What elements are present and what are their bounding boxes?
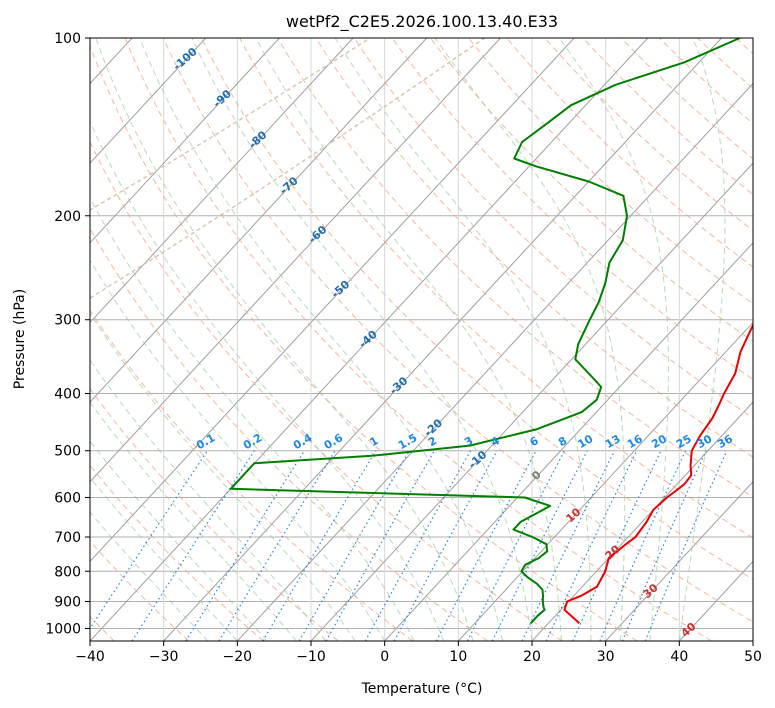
y-tick-label: 700 (54, 530, 81, 546)
saturation-curve (90, 38, 485, 299)
moist-adiabat (90, 312, 356, 641)
dry-adiabat (200, 38, 753, 581)
y-tick-label: 600 (54, 490, 81, 506)
dry-adiabat (90, 44, 638, 641)
moist-adiabat (434, 38, 626, 641)
x-axis-label: Temperature (°C) (361, 681, 483, 697)
skewed-isotherm (90, 38, 280, 244)
moist-adiabat (90, 359, 327, 641)
skewed-isotherm (90, 38, 575, 563)
plot-frame (89, 37, 754, 642)
y-tick-label: 400 (54, 387, 81, 403)
y-tick-label: 500 (54, 444, 81, 460)
axes: −40 −30 −20 −10 0 10 20 30 40 50 100 200 300 400 500 60… (45, 31, 762, 665)
y-tick-label: 200 (54, 209, 81, 225)
moist-adiabat (90, 196, 415, 641)
dry-adiabat (353, 38, 753, 419)
mixing-ratio-line (521, 450, 616, 641)
y-tick-label: 900 (54, 594, 81, 610)
dry-adiabat (468, 38, 753, 305)
skewed-isotherm (90, 38, 354, 324)
x-tick-label: −30 (149, 649, 179, 665)
moist-adiabat (90, 401, 297, 641)
moist-adiabat (255, 38, 562, 641)
sounding-profiles (229, 38, 753, 625)
y-axis-label: Pressure (hPa) (12, 289, 28, 389)
y-tick-label: 800 (54, 564, 81, 580)
y-tick-label: 300 (54, 313, 81, 329)
x-tick-label: −20 (223, 649, 253, 665)
x-tick-label: 10 (449, 649, 467, 665)
skewed-isotherm (236, 82, 753, 641)
skewed-isotherm (531, 401, 753, 641)
temperature-profile (563, 322, 753, 625)
dry-adiabat (162, 38, 753, 623)
background-lines (90, 38, 753, 641)
x-tick-label: −40 (75, 649, 105, 665)
y-tick-label: 1000 (45, 621, 81, 637)
dry-adiabat (239, 38, 753, 539)
mixing-ratio-line (262, 450, 377, 641)
skewed-isotherm (90, 38, 501, 483)
x-tick-label: −10 (296, 649, 326, 665)
dry-adiabat (90, 540, 190, 641)
dry-adiabat (124, 38, 712, 641)
x-tick-label: 40 (670, 649, 688, 665)
moist-adiabat (90, 120, 445, 641)
chart-title: wetPf2_C2E5.2026.100.13.40.E33 (286, 12, 558, 32)
mixing-ratio-line (131, 450, 255, 641)
mixing-ratio-line (185, 450, 305, 641)
skewed-isotherm (90, 38, 649, 641)
dry-adiabat (90, 387, 339, 641)
moist-adiabat (558, 38, 669, 641)
mixing-ratio-line (90, 450, 208, 630)
mixing-ratio-line (218, 450, 336, 641)
skewed-isotherm (90, 38, 428, 403)
x-tick-label: 0 (380, 649, 389, 665)
mixing-ratio-line (545, 450, 638, 641)
dry-adiabat (315, 38, 753, 458)
mixing-ratio-line (364, 450, 472, 641)
dry-adiabat (90, 464, 264, 641)
y-tick-label: 100 (54, 31, 81, 47)
skewed-isotherm (163, 38, 722, 641)
dry-adiabat (430, 38, 753, 343)
x-tick-label: 30 (597, 649, 615, 665)
moist-adiabat (139, 38, 503, 641)
moist-adiabat (678, 38, 726, 641)
skewed-isotherm (90, 38, 207, 164)
moist-adiabat (95, 38, 474, 641)
x-tick-label: 20 (523, 649, 541, 665)
mixing-ratio-line (393, 450, 498, 641)
x-tick-label: 50 (744, 649, 762, 665)
dry-adiabat (90, 227, 488, 641)
moist-adiabat (191, 38, 533, 641)
skewed-isotherm (605, 480, 753, 641)
dry-adiabat (90, 140, 563, 641)
skewed-isotherm (384, 242, 753, 641)
skewed-isotherm (457, 321, 753, 641)
dry-adiabat (391, 38, 753, 381)
moist-adiabat (334, 38, 592, 641)
dewpoint-profile (229, 38, 741, 624)
dry-adiabat (277, 38, 753, 498)
